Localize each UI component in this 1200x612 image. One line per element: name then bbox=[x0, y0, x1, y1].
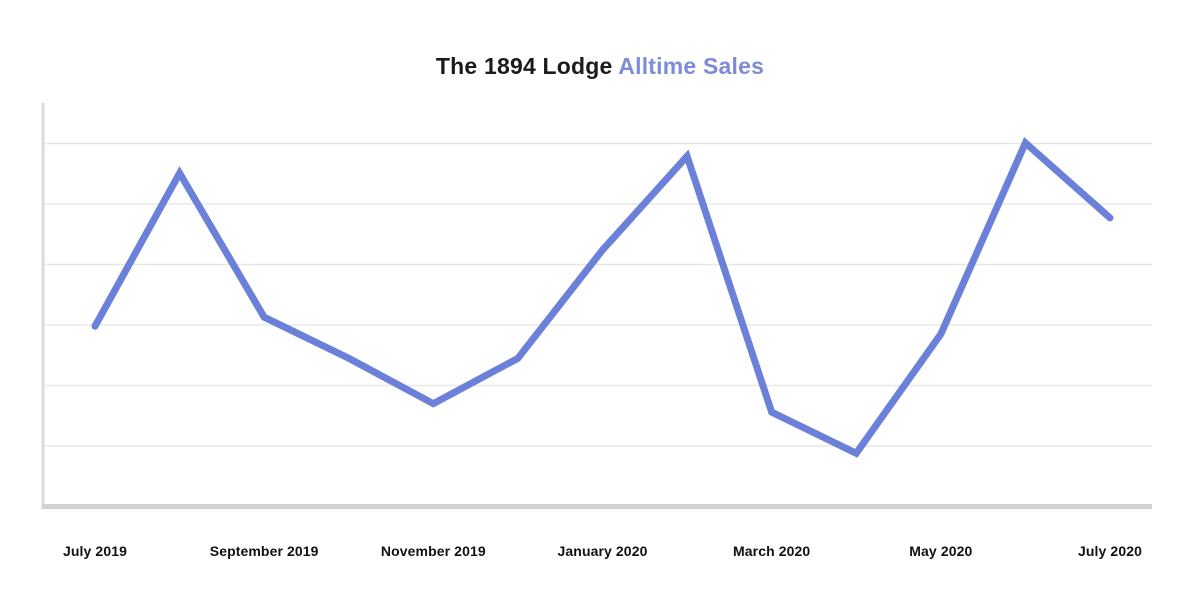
x-axis-tick-label: May 2020 bbox=[909, 543, 973, 559]
gridlines bbox=[43, 142, 1152, 447]
chart-title-accent: Alltime Sales bbox=[618, 53, 765, 79]
x-axis-tick-label: July 2020 bbox=[1078, 543, 1142, 559]
chart-title-main: The 1894 Lodge bbox=[435, 53, 613, 79]
x-axis-tick-label: March 2020 bbox=[733, 543, 811, 559]
sales-line-series bbox=[91, 137, 1114, 458]
x-axis-tick-label: January 2020 bbox=[557, 543, 648, 559]
x-axis-tick-label: September 2019 bbox=[209, 543, 319, 559]
x-axis-labels: July 2019 September 2019 November 2019 Janu… bbox=[0, 543, 1200, 567]
axes bbox=[41, 103, 1152, 509]
x-axis-tick-label: July 2019 bbox=[63, 543, 127, 559]
chart-title: The 1894 Lodge Alltime Sales bbox=[0, 53, 1200, 80]
x-axis-tick-label: November 2019 bbox=[380, 543, 486, 559]
